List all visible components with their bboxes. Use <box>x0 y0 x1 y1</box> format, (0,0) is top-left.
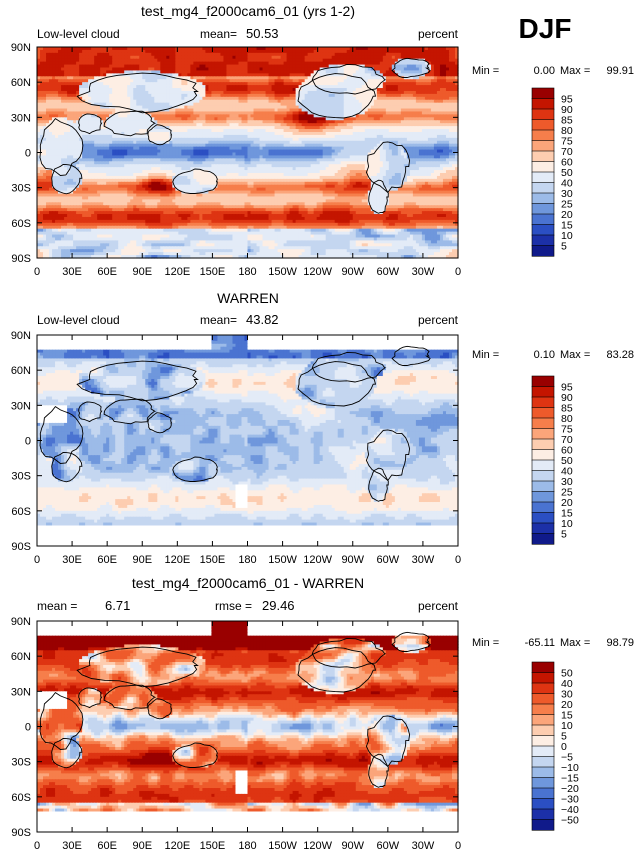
map-panel-1: test_mg4_f2000cam6_01 (yrs 1-2) Low-level… <box>11 3 634 278</box>
variable-label: Low-level cloud <box>37 27 120 41</box>
mean-label: mean= <box>200 27 237 41</box>
mean-value: 50.53 <box>246 26 279 41</box>
season-label: DJF <box>519 13 572 44</box>
units-label: percent <box>418 27 459 41</box>
panel-title: test_mg4_f2000cam6_01 (yrs 1-2) <box>141 3 355 19</box>
map-field <box>37 47 459 259</box>
